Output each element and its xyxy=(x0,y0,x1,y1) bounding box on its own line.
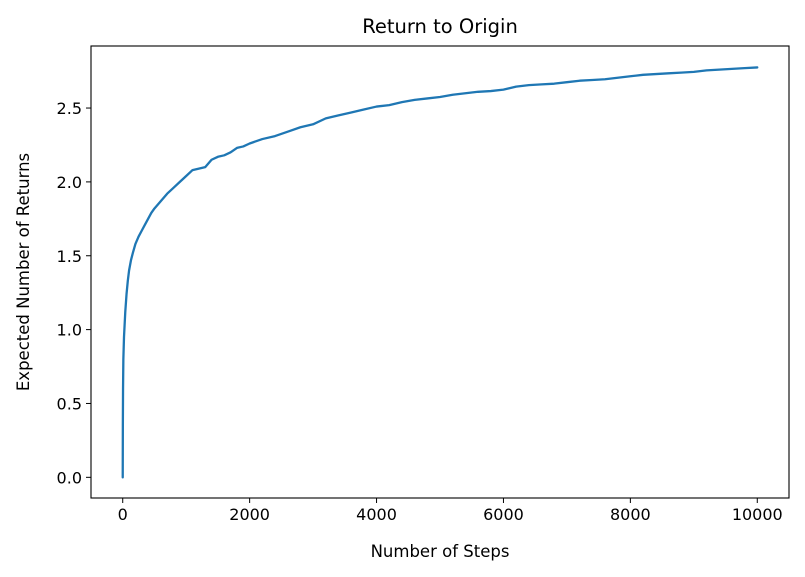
chart-title: Return to Origin xyxy=(362,15,518,38)
y-tick-label: 1.0 xyxy=(57,321,82,340)
x-tick-label: 2000 xyxy=(229,505,270,524)
x-tick-label: 6000 xyxy=(483,505,524,524)
y-tick-label: 1.5 xyxy=(57,247,82,266)
y-tick-label: 0.5 xyxy=(57,394,82,413)
series-line xyxy=(121,66,759,479)
x-tick-label: 4000 xyxy=(356,505,397,524)
plot-frame xyxy=(90,45,790,499)
y-axis-label: Expected Number of Returns xyxy=(14,153,33,391)
y-tick-label: 2.5 xyxy=(57,99,82,118)
x-axis-ticks: 0 2000 4000 6000 8000 10000 xyxy=(118,498,783,524)
y-axis-ticks: 0.0 0.5 1.0 1.5 2.0 2.5 xyxy=(57,99,91,487)
y-tick-label: 0.0 xyxy=(57,468,82,487)
x-axis-label: Number of Steps xyxy=(371,542,510,561)
x-tick-label: 10000 xyxy=(732,505,783,524)
x-tick-label: 0 xyxy=(118,505,128,524)
plot-area xyxy=(91,46,789,498)
x-tick-label: 8000 xyxy=(610,505,651,524)
y-tick-label: 2.0 xyxy=(57,173,82,192)
